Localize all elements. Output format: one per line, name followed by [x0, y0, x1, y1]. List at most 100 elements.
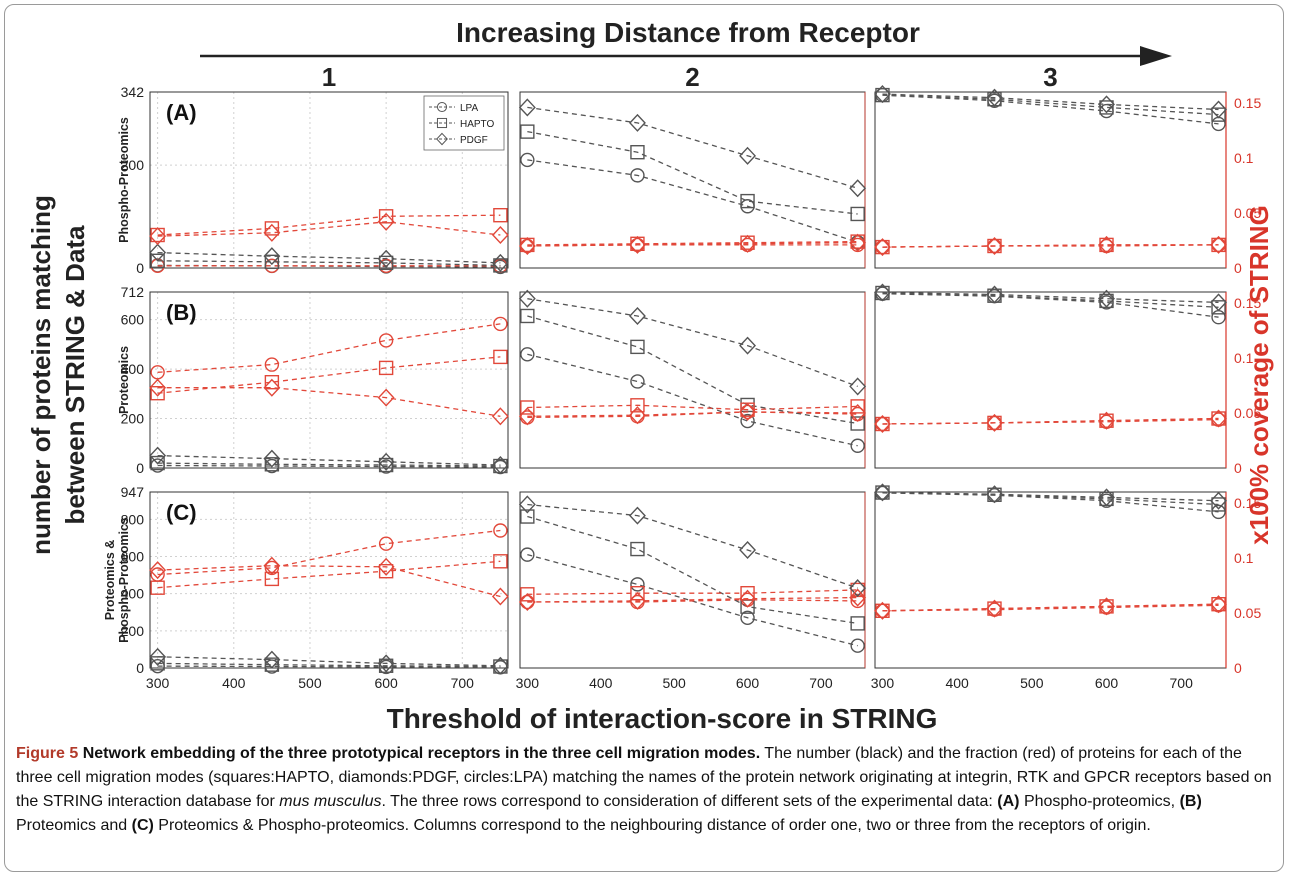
right-tick-label: 0.05: [1234, 605, 1261, 621]
left-tick-label: 0: [136, 660, 144, 676]
number-series-line: [527, 503, 858, 589]
left-tick-label: 0: [136, 460, 144, 476]
number-point-hapto: [740, 193, 755, 209]
number-point-hapto: [850, 416, 865, 431]
number-point-pdgf: [849, 377, 867, 396]
fraction-point-pdgf: [377, 212, 395, 231]
number-point-pdgf: [628, 306, 646, 326]
number-point-pdgf: [986, 285, 1003, 304]
fraction-series-line: [157, 565, 501, 598]
number-series-line: [157, 656, 501, 667]
right-tick-label: 0: [1234, 660, 1242, 676]
number-series-line: [882, 293, 1219, 318]
fraction-point-pdgf: [1098, 597, 1115, 616]
number-point-pdgf: [149, 446, 167, 465]
fraction-point-pdgf: [377, 388, 395, 407]
fraction-point-pdgf: [377, 557, 395, 576]
fraction-series-line: [527, 240, 858, 246]
number-point-pdgf: [518, 495, 536, 514]
left-tick-label: 600: [121, 312, 145, 328]
row-side-label: Proteomics: [117, 346, 131, 414]
number-point-hapto: [520, 308, 535, 324]
caption-text-a: Phospho-proteomics,: [1023, 793, 1176, 810]
right-axis-label: x100% coverage of STRING: [1244, 205, 1274, 545]
fraction-point-pdgf: [874, 601, 891, 620]
fraction-series-line: [882, 603, 1219, 612]
panel-frame: [149, 91, 509, 269]
left-tick-label: 400: [121, 586, 145, 602]
fraction-point-hapto: [520, 587, 535, 602]
fraction-series-line: [882, 603, 1219, 612]
fraction-point-hapto: [1211, 237, 1226, 253]
number-series-line: [882, 291, 1219, 304]
fraction-point-pdgf: [628, 591, 646, 610]
caption-text-b: Proteomics and: [16, 817, 128, 834]
number-point-hapto: [264, 254, 280, 270]
number-point-hapto: [1211, 300, 1226, 315]
right-tick-label: 0.15: [1234, 495, 1261, 511]
fraction-series-line: [157, 529, 501, 576]
number-point-hapto: [264, 457, 280, 472]
caption-figure-title: Network embedding of the three prototypi…: [82, 745, 761, 762]
caption-label-b: (B): [1179, 793, 1202, 810]
fraction-point-hapto: [264, 221, 280, 236]
fraction-point-hapto: [493, 207, 508, 223]
number-series-line: [527, 315, 858, 425]
right-tick-label: 0: [1234, 260, 1242, 276]
fraction-point-hapto: [630, 586, 645, 601]
x-tick-label: 700: [451, 675, 475, 691]
fraction-point-pdgf: [849, 403, 867, 423]
number-point-pdgf: [377, 452, 395, 471]
fraction-series-line: [882, 417, 1219, 425]
number-point-pdgf: [1210, 491, 1227, 510]
fraction-point-pdgf: [739, 234, 757, 253]
number-series-line: [157, 260, 501, 267]
number-series-line: [882, 94, 1219, 116]
right-tick-label: 0.05: [1234, 405, 1261, 421]
fraction-series-line: [157, 356, 501, 394]
fraction-point-pdgf: [739, 589, 757, 608]
number-point-pdgf: [986, 485, 1003, 504]
number-point-hapto: [1099, 100, 1114, 115]
fraction-point-pdgf: [1210, 595, 1227, 614]
right-tick-label: 0.1: [1234, 550, 1254, 566]
fraction-point-pdgf: [986, 236, 1003, 256]
panel-frame: [519, 291, 866, 469]
legend-marker-lpa: [436, 101, 448, 113]
number-point-pdgf: [518, 98, 536, 117]
fraction-series-line: [882, 244, 1219, 248]
left-tick-label: 0: [136, 260, 144, 276]
right-tick-label: 0.05: [1234, 205, 1261, 221]
fraction-point-pdgf: [739, 402, 757, 421]
number-point-pdgf: [491, 253, 509, 272]
column-label-1: 1: [322, 62, 336, 92]
legend-label-lpa: LPA: [460, 103, 478, 114]
number-point-pdgf: [849, 179, 867, 198]
caption-label-a: (A): [997, 793, 1020, 810]
fraction-point-hapto: [630, 398, 645, 413]
fraction-point-pdgf: [491, 587, 509, 606]
caption-text-1: The number (black) and the fraction (red…: [16, 745, 1272, 810]
panel-frame: [519, 91, 866, 269]
fraction-point-pdgf: [849, 588, 867, 607]
right-tick-label: 0.15: [1234, 95, 1261, 111]
left-tick-label: 947: [121, 484, 145, 500]
fraction-point-pdgf: [491, 225, 509, 245]
x-axis-label: Threshold of interaction-score in STRING: [387, 703, 938, 734]
panel-label: (C): [166, 500, 197, 525]
fraction-point-pdgf: [1098, 235, 1115, 254]
fraction-series-line: [157, 560, 501, 589]
panel-frame: [149, 491, 509, 669]
fraction-point-pdgf: [986, 413, 1003, 432]
number-point-pdgf: [263, 247, 281, 266]
number-point-hapto: [630, 145, 645, 160]
x-tick-label: 500: [662, 675, 686, 691]
fraction-point-lpa: [378, 536, 394, 551]
row-side-label: Phospho-Proteomics: [117, 517, 131, 643]
number-series-line: [527, 298, 858, 388]
number-point-lpa: [850, 638, 865, 653]
fraction-point-pdgf: [149, 227, 167, 246]
legend-marker-pdgf: [436, 132, 448, 146]
panel-frame: [874, 291, 1227, 469]
fraction-series-line: [157, 221, 501, 237]
